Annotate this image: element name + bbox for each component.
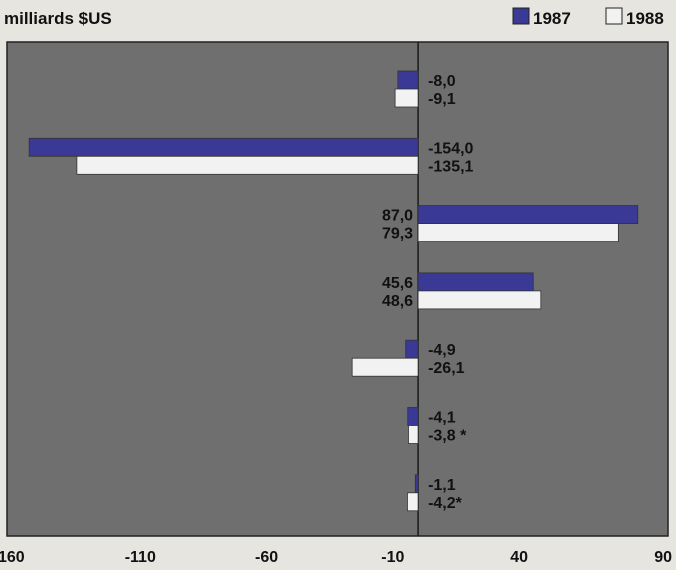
value-labels: -8,0-9,1 -154,0-135,1 87,079,3 45,648,6 -4,9… [382,73,474,512]
x-tick-label-2: -110 [125,549,156,566]
bar-1988-6 [408,425,419,444]
bar-1988-7 [407,492,419,512]
x-tick-label-3: -60 [255,549,278,566]
value-label-1987-6: -4,1 [428,410,456,427]
x-tick-label-6: 90 [654,549,672,566]
bar-1988-4 [417,290,542,310]
legend-label-1988: 1988 [626,9,664,28]
legend-label-1987: 1987 [533,9,571,28]
value-label-1988-5: -26,1 [428,360,465,377]
value-label-1987-7: -1,1 [428,477,456,494]
bar-1988-2 [76,155,419,175]
x-tick-label-5: 40 [510,549,528,566]
value-label-1988-4: 48,6 [382,293,413,310]
value-label-1987-1: -8,0 [428,73,456,90]
value-label-1987-2: -154,0 [428,140,473,157]
value-label-1987-5: -4,9 [428,342,456,359]
legend: 1987 1988 [512,7,664,28]
plot-area [6,41,669,537]
legend-swatch-1987 [512,7,530,25]
bar-1988-5 [351,357,419,377]
value-label-1988-2: -135,1 [428,158,473,175]
value-label-1987-4: 45,6 [382,275,413,292]
bars [28,70,639,512]
x-axis-ticks: 160 -110 -60 -10 40 90 [0,549,672,566]
bar-1988-1 [394,88,419,108]
value-label-1988-1: -9,1 [428,91,456,108]
bar-1987-3 [417,205,639,225]
x-tick-label-1: 160 [0,549,25,566]
bar-1987-1 [397,70,419,90]
bar-1987-5 [405,339,419,359]
bar-1987-4 [417,272,534,292]
x-tick-label-4: -10 [381,549,404,566]
value-label-1988-7: -4,2* [428,495,463,512]
value-label-1988-6: -3,8 * [428,428,467,445]
bar-1988-3 [417,223,619,243]
bar-1987-2 [28,137,419,157]
value-label-1988-3: 79,3 [382,226,413,243]
value-label-1987-3: 87,0 [382,208,413,225]
y-axis-title: milliards $US [4,9,112,28]
legend-swatch-1988 [605,7,623,25]
bar-1987-7 [414,474,419,494]
bar-1987-6 [407,407,419,426]
